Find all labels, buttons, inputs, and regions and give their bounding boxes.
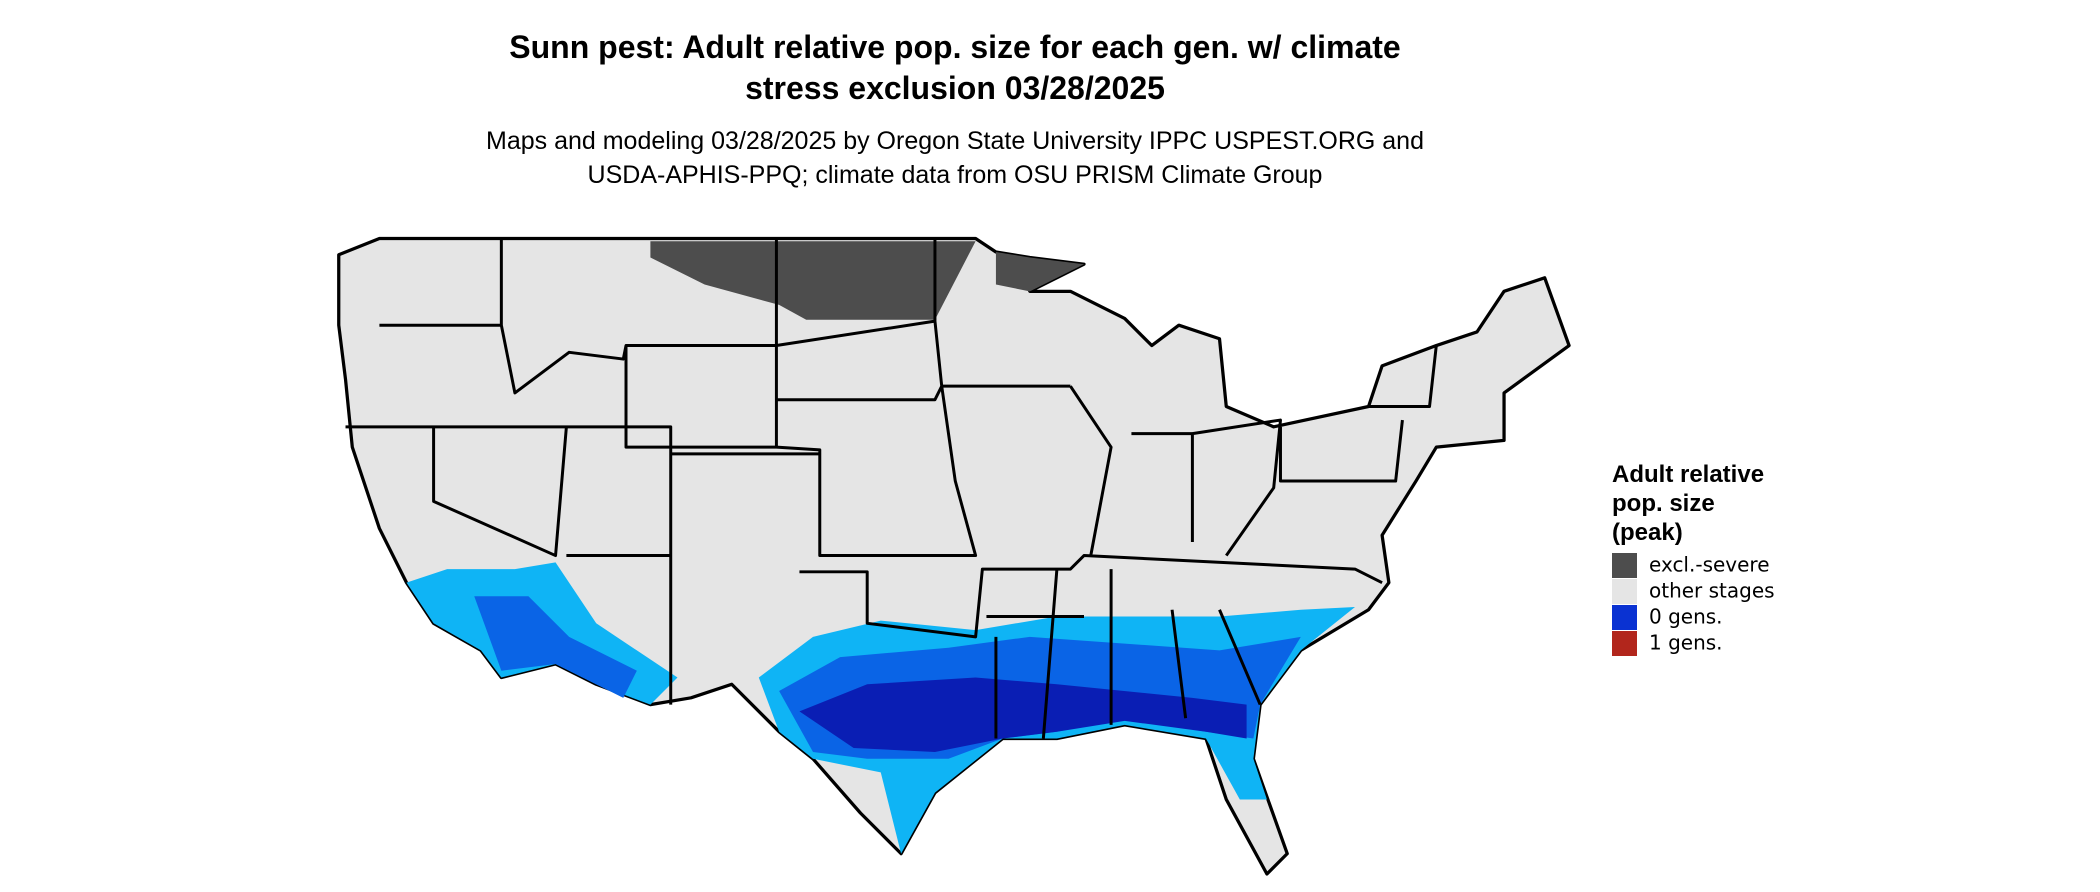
legend-swatch	[1612, 553, 1637, 578]
legend-title: Adult relative	[1612, 461, 1764, 488]
climate-zone-dark	[799, 677, 1247, 753]
titles: Sunn pest: Adult relative pop. size for …	[486, 29, 1424, 189]
legend-label: other stages	[1649, 579, 1775, 603]
legend-title: pop. size	[1612, 490, 1715, 517]
us-map	[337, 236, 1571, 876]
legend-title: (peak)	[1612, 519, 1683, 546]
subtitle: Maps and modeling 03/28/2025 by Oregon S…	[486, 127, 1424, 155]
subtitle: USDA-APHIS-PPQ; climate data from OSU PR…	[588, 161, 1323, 189]
legend-label: 1 gens.	[1649, 631, 1723, 655]
state-borders	[345, 238, 1438, 739]
exclusion-zone	[650, 241, 1084, 320]
legend-swatch	[1612, 631, 1637, 656]
title: Sunn pest: Adult relative pop. size for …	[509, 29, 1400, 65]
title: stress exclusion 03/28/2025	[745, 70, 1165, 106]
legend-label: excl.-severe	[1649, 553, 1770, 577]
legend-swatch	[1612, 579, 1637, 604]
legend-swatch	[1612, 605, 1637, 630]
legend-label: 0 gens.	[1649, 605, 1723, 629]
